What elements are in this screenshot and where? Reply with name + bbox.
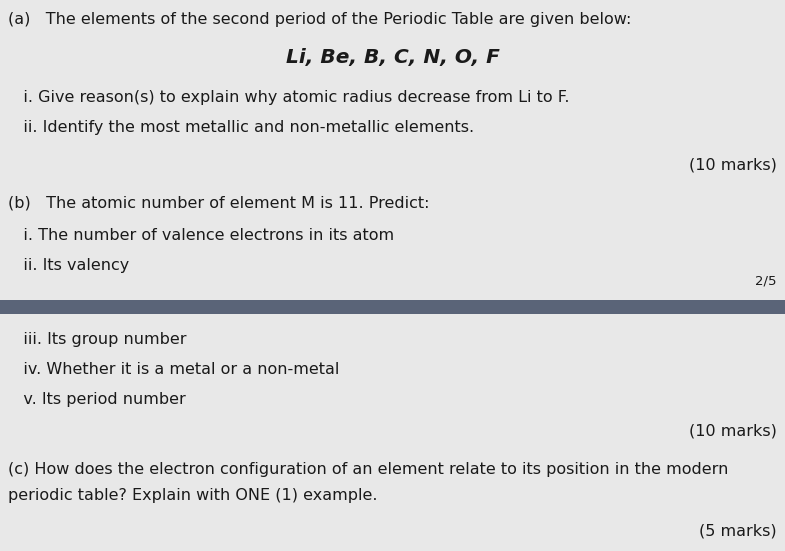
Text: (a)   The elements of the second period of the Periodic Table are given below:: (a) The elements of the second period of… [8,12,631,27]
Text: v. Its period number: v. Its period number [8,392,186,407]
Text: (5 marks): (5 marks) [699,524,777,539]
Text: iv. Whether it is a metal or a non-metal: iv. Whether it is a metal or a non-metal [8,362,339,377]
Text: (b)   The atomic number of element M is 11. Predict:: (b) The atomic number of element M is 11… [8,196,429,211]
Text: (c) How does the electron configuration of an element relate to its position in : (c) How does the electron configuration … [8,462,728,477]
Bar [0,300,785,314]
Text: ii. Its valency: ii. Its valency [8,258,130,273]
Text: periodic table? Explain with ONE (1) example.: periodic table? Explain with ONE (1) exa… [8,488,378,503]
Text: i. The number of valence electrons in its atom: i. The number of valence electrons in it… [8,228,394,243]
Text: Li, Be, B, C, N, O, F: Li, Be, B, C, N, O, F [286,48,499,67]
Text: (10 marks): (10 marks) [689,158,777,173]
Text: i. Give reason(s) to explain why atomic radius decrease from Li to F.: i. Give reason(s) to explain why atomic … [8,90,569,105]
Text: (10 marks): (10 marks) [689,424,777,439]
Text: iii. Its group number: iii. Its group number [8,332,187,347]
Text: 2/5: 2/5 [755,274,777,287]
Text: ii. Identify the most metallic and non-metallic elements.: ii. Identify the most metallic and non-m… [8,120,474,135]
